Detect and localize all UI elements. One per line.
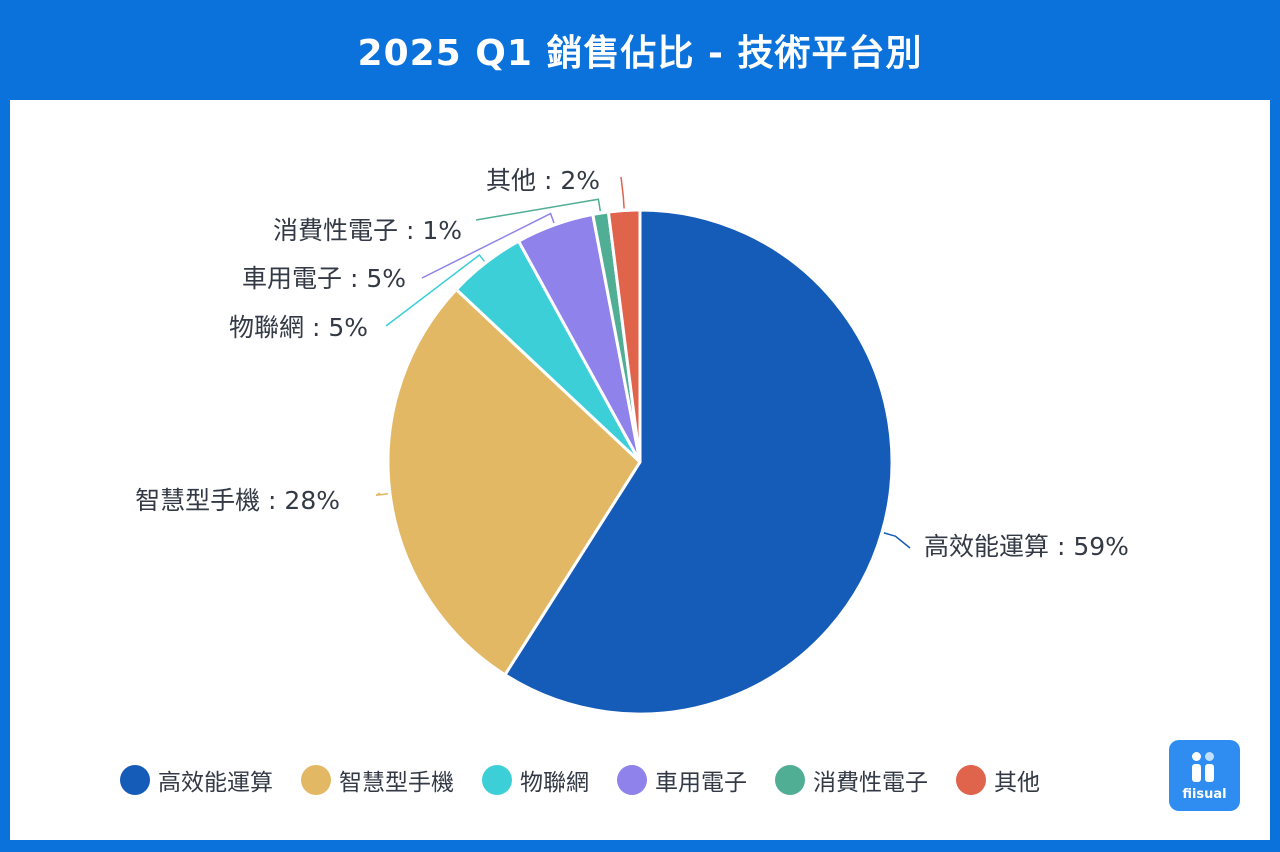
legend-item[interactable]: 其他	[956, 763, 1040, 797]
leader-line	[883, 532, 911, 549]
chart-legend: 高效能運算 智慧型手機 物聯網 車用電子 消費性電子 其他	[10, 760, 1150, 800]
legend-item[interactable]: 物聯網	[482, 763, 589, 797]
legend-label: 高效能運算	[158, 770, 273, 796]
legend-label: 物聯網	[520, 770, 589, 796]
chart-title: 2025 Q1 銷售佔比 - 技術平台別	[357, 33, 923, 74]
slice-label: 消費性電子 : 1%	[273, 216, 462, 245]
pie-slice[interactable]	[503, 208, 894, 716]
slice-label: 其他 : 2%	[486, 166, 600, 195]
legend-label: 其他	[994, 770, 1040, 796]
chart-panel: 高效能運算 : 59% 智慧型手機 : 28% 物聯網 : 5% 車用電子 : 5% 消…	[10, 100, 1270, 840]
legend-swatch	[617, 765, 647, 795]
leader-line	[385, 253, 485, 327]
legend-swatch	[775, 765, 805, 795]
leader-line	[475, 198, 602, 221]
logo-text: fiisual	[1182, 787, 1227, 802]
chart-header: 2025 Q1 銷售佔比 - 技術平台別	[0, 0, 1280, 100]
fiisual-logo-icon	[1192, 752, 1214, 782]
leader-line	[375, 492, 389, 497]
brand-logo: fiisual	[1169, 740, 1240, 811]
legend-swatch	[482, 765, 512, 795]
slice-label: 智慧型手機 : 28%	[135, 486, 340, 515]
legend-label: 車用電子	[655, 770, 747, 796]
legend-item[interactable]: 智慧型手機	[301, 763, 454, 797]
slice-label: 物聯網 : 5%	[229, 313, 368, 342]
legend-swatch	[301, 765, 331, 795]
legend-item[interactable]: 高效能運算	[120, 763, 273, 797]
pie-slice[interactable]	[606, 208, 642, 464]
legend-swatch	[956, 765, 986, 795]
legend-label: 智慧型手機	[339, 770, 454, 796]
legend-item[interactable]: 車用電子	[617, 763, 747, 797]
slice-label: 車用電子 : 5%	[242, 264, 406, 293]
pie-chart: 高效能運算 : 59% 智慧型手機 : 28% 物聯網 : 5% 車用電子 : 5% 消…	[135, 166, 1129, 716]
legend-item[interactable]: 消費性電子	[775, 763, 928, 797]
leader-line	[421, 212, 555, 279]
legend-label: 消費性電子	[813, 770, 928, 796]
leader-line	[620, 176, 625, 209]
slice-label: 高效能運算 : 59%	[924, 532, 1129, 561]
legend-swatch	[120, 765, 150, 795]
pie-slice[interactable]	[386, 287, 642, 677]
